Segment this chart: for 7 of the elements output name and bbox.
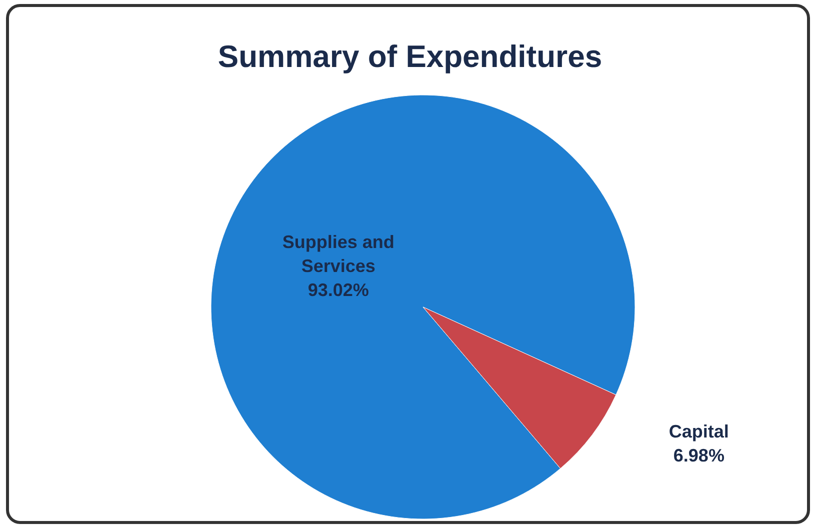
pie-slice xyxy=(211,95,636,519)
data-label: 93.02% xyxy=(308,280,369,300)
slice-label: Capital xyxy=(668,422,729,442)
chart-title: Summary of Expenditures xyxy=(218,39,602,74)
slice-label: Supplies and Services xyxy=(282,232,394,276)
pie-slice xyxy=(422,306,616,469)
data-label: 6.98% xyxy=(673,446,724,466)
